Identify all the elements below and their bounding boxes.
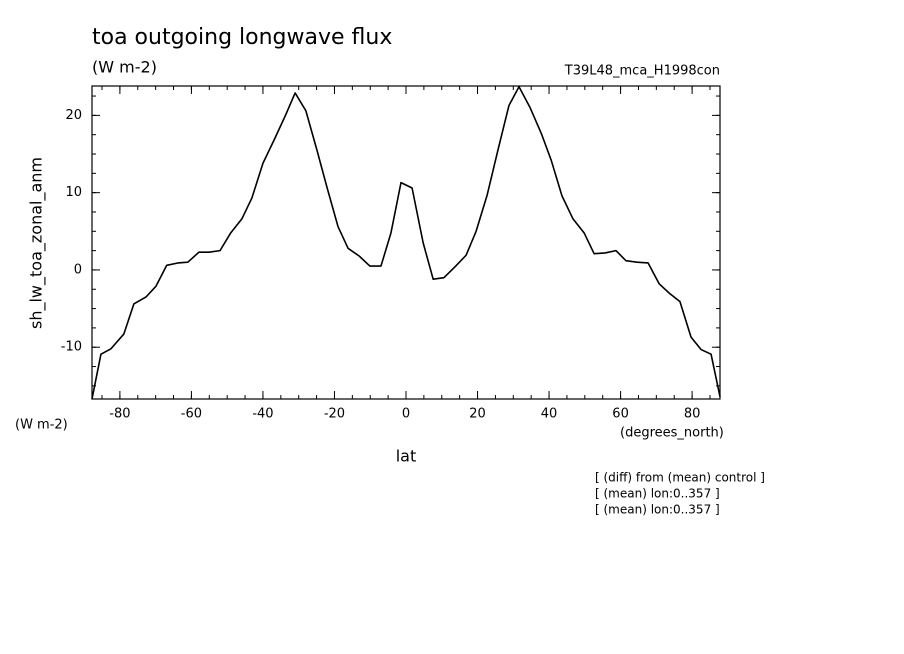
x-tick-label: -60 xyxy=(181,407,202,422)
x-unit: (degrees_north) xyxy=(620,426,724,441)
y-tick-label: 0 xyxy=(74,262,82,277)
x-tick-label: -20 xyxy=(324,407,345,422)
x-tick-label: -80 xyxy=(109,407,130,422)
x-tick-label: 20 xyxy=(469,407,486,422)
x-axis-label: lat xyxy=(396,447,417,466)
note: [ (diff) from (mean) control ] xyxy=(595,471,765,485)
chart-title: toa outgoing longwave flux xyxy=(92,25,392,50)
note: [ (mean) lon:0..357 ] xyxy=(595,503,720,517)
y-tick-label: -10 xyxy=(61,340,82,355)
y-tick-label: 10 xyxy=(65,185,82,200)
run-label: T39L48_mca_H1998con xyxy=(564,64,720,79)
chart-subtitle: (W m-2) xyxy=(92,58,157,77)
y-axis-label: sh_lw_toa_zonal_anm xyxy=(27,157,47,329)
x-tick-label: 80 xyxy=(684,407,701,422)
x-tick-label: 0 xyxy=(402,407,410,422)
y-unit: (W m-2) xyxy=(15,418,68,433)
y-tick-label: 20 xyxy=(65,108,82,123)
data-line xyxy=(91,85,721,400)
note: [ (mean) lon:0..357 ] xyxy=(595,487,720,501)
x-tick-label: 60 xyxy=(612,407,629,422)
x-tick-label: 40 xyxy=(541,407,558,422)
x-tick-label: -40 xyxy=(252,407,273,422)
